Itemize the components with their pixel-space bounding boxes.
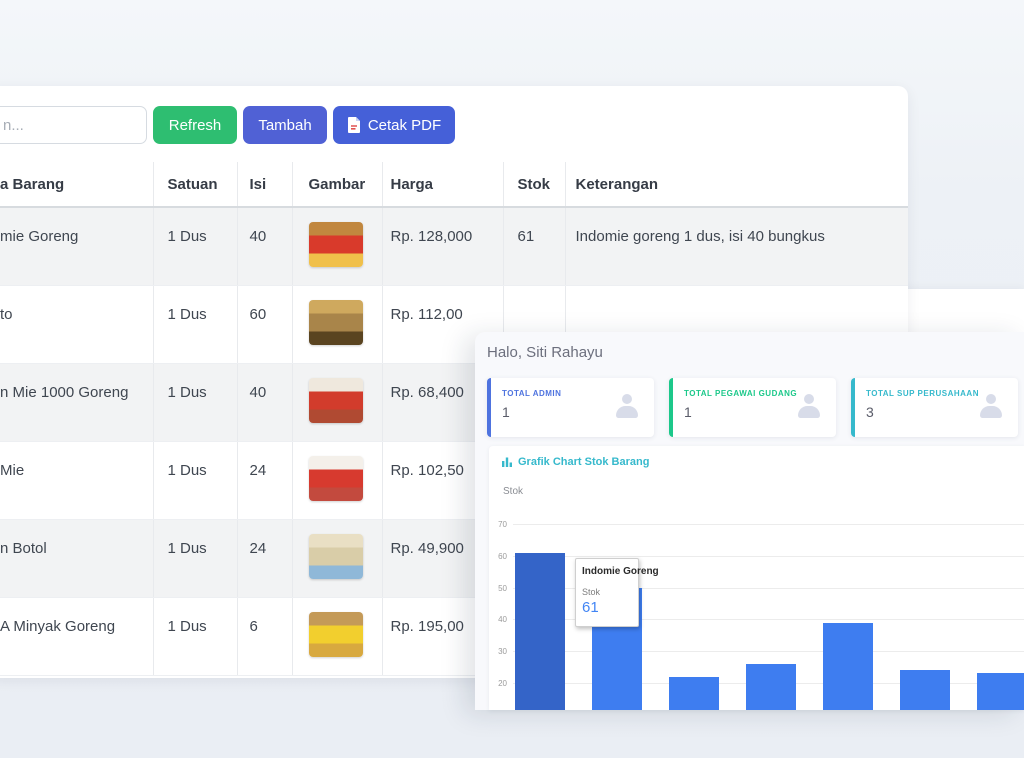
y-axis-tick: 70 xyxy=(498,520,507,530)
product-image xyxy=(308,611,363,657)
column-header: Satuan xyxy=(153,162,238,208)
refresh-button[interactable]: Refresh xyxy=(153,106,237,144)
stat-card: TOTAL SUP PERUSAHAAN 3 xyxy=(851,378,1018,437)
product-image xyxy=(308,455,363,501)
table-row: mie Goreng 1 Dus 40 Rp. 128,000 61 Indomie go… xyxy=(0,207,908,286)
stat-label: TOTAL PEGAWAI GUDANG xyxy=(684,389,798,398)
chart-bar[interactable] xyxy=(669,676,719,710)
stat-value: 1 xyxy=(684,404,692,420)
y-axis-tick: 30 xyxy=(498,647,507,657)
cell-satuan: 1 Dus xyxy=(153,519,238,598)
cell-gambar xyxy=(292,597,383,676)
cell-satuan: 1 Dus xyxy=(153,285,238,364)
stat-value: 3 xyxy=(866,404,874,420)
cell-nama: to xyxy=(0,285,154,364)
y-axis-tick: 60 xyxy=(498,552,507,561)
tooltip-label: Stok xyxy=(582,587,601,597)
tambah-button[interactable]: Tambah xyxy=(243,106,327,144)
tooltip-title: Indomie Goreng xyxy=(582,566,659,577)
toolbar: Refresh Tambah Cetak PDF xyxy=(0,86,908,162)
stat-label: TOTAL ADMIN xyxy=(502,389,562,398)
chart-title: Grafik Chart Stok Barang xyxy=(501,456,649,468)
y-axis-tick: 20 xyxy=(498,678,507,688)
greeting-text: Halo, Siti Rahayu xyxy=(487,344,603,361)
cell-gambar xyxy=(292,285,383,364)
person-icon xyxy=(614,394,640,420)
product-image xyxy=(308,299,363,345)
tooltip-value: 61 xyxy=(582,599,599,616)
cell-nama: n Mie 1000 Goreng xyxy=(0,363,154,442)
product-image xyxy=(308,377,363,423)
stat-value: 1 xyxy=(502,404,510,420)
product-image xyxy=(308,222,363,267)
stat-card: TOTAL PEGAWAI GUDANG 1 xyxy=(669,378,836,437)
column-header: Stok xyxy=(503,162,566,208)
cell-satuan: 1 Dus xyxy=(153,597,238,676)
column-header: a Barang xyxy=(0,162,154,208)
table-header-row: a Barang Satuan Isi Gambar Harga Stok Keterang… xyxy=(0,162,908,208)
cell-harga: Rp. 128,000 xyxy=(382,207,504,286)
chart-bar[interactable] xyxy=(977,673,1024,710)
cetak-pdf-button[interactable]: Cetak PDF xyxy=(333,106,455,144)
cell-keterangan: Indomie goreng 1 dus, isi 40 bungkus xyxy=(565,207,908,286)
chart-bar[interactable] xyxy=(900,670,950,710)
dashboard-backdrop xyxy=(900,289,1024,335)
cell-nama: mie Goreng xyxy=(0,207,154,286)
column-header: Keterangan xyxy=(565,162,908,208)
cell-isi: 40 xyxy=(237,207,293,286)
person-icon xyxy=(796,394,822,420)
stat-card: TOTAL ADMIN 1 xyxy=(487,378,654,437)
grid-line xyxy=(513,524,1024,526)
grid-line xyxy=(513,587,1024,589)
chart-bar[interactable] xyxy=(746,663,796,710)
cell-harga: Rp. 112,00 xyxy=(382,285,504,364)
y-axis-tick: 50 xyxy=(498,583,507,593)
cetak-pdf-label: Cetak PDF xyxy=(367,116,442,134)
chart-ylabel: Stok xyxy=(503,486,524,497)
chart-card: Grafik Chart Stok Barang Stok 70 60 50 40 30… xyxy=(489,446,1024,710)
cell-stok: 61 xyxy=(503,207,566,286)
person-icon xyxy=(978,394,1004,420)
dashboard-panel: Halo, Siti Rahayu TOTAL ADMIN 1 TOTAL PEGA… xyxy=(475,332,1024,710)
chart-tooltip: Indomie Goreng Stok 61 xyxy=(575,558,659,627)
cell-gambar xyxy=(292,207,383,286)
product-image xyxy=(308,533,363,579)
cell-isi: 24 xyxy=(237,519,293,598)
cell-satuan: 1 Dus xyxy=(153,207,238,286)
column-header: Harga xyxy=(382,162,504,208)
column-header: Gambar xyxy=(292,162,383,208)
grid-line xyxy=(513,651,1024,653)
cell-nama: Mie xyxy=(0,441,154,520)
chart-bar[interactable] xyxy=(823,622,873,710)
search-input[interactable] xyxy=(0,106,147,144)
cell-isi: 6 xyxy=(237,597,293,676)
cell-isi: 40 xyxy=(237,363,293,442)
cell-isi: 60 xyxy=(237,285,293,364)
cell-gambar xyxy=(292,363,383,442)
cell-satuan: 1 Dus xyxy=(153,441,238,520)
grid-line xyxy=(513,619,1024,621)
cell-gambar xyxy=(292,441,383,520)
cell-nama: A Minyak Goreng xyxy=(0,597,154,676)
pdf-file-icon xyxy=(347,117,361,133)
chart-title-label: Grafik Chart Stok Barang xyxy=(518,456,650,468)
stat-label: TOTAL SUP PERUSAHAAN xyxy=(866,389,979,398)
chart-bar[interactable] xyxy=(515,552,565,710)
cell-nama: n Botol xyxy=(0,519,154,598)
bar-chart-icon xyxy=(501,456,513,468)
grid-line xyxy=(513,556,1024,557)
column-header: Isi xyxy=(237,162,293,208)
cell-isi: 24 xyxy=(237,441,293,520)
cell-gambar xyxy=(292,519,383,598)
y-axis-tick: 40 xyxy=(498,615,507,625)
cell-satuan: 1 Dus xyxy=(153,363,238,442)
